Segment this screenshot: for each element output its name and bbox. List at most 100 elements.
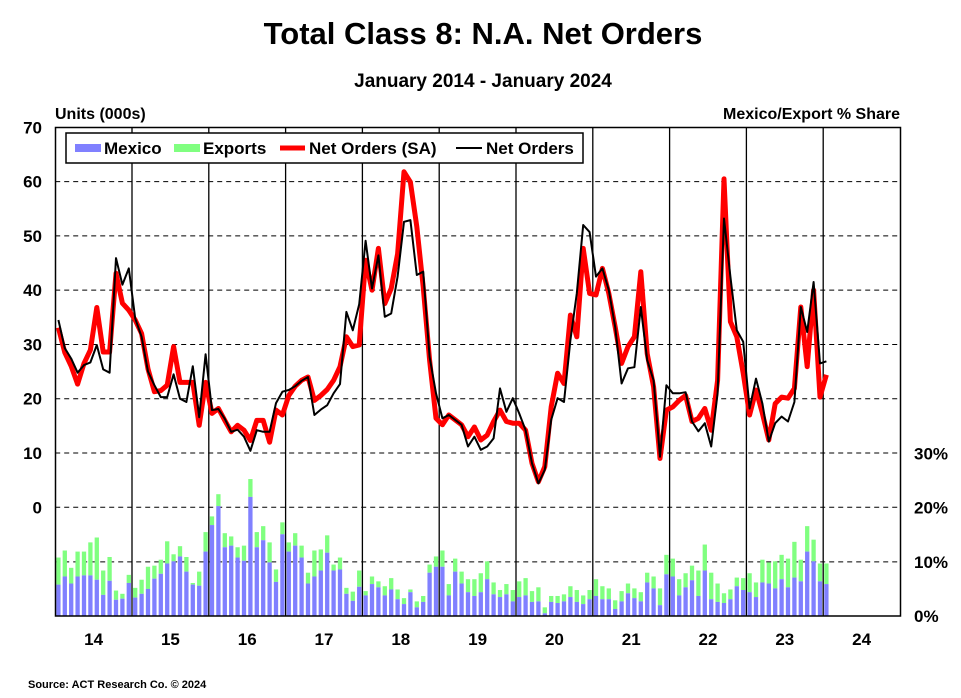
bar-mexico bbox=[414, 607, 419, 616]
bar-mexico bbox=[165, 563, 170, 616]
bar-exports bbox=[747, 573, 752, 593]
bar-exports bbox=[318, 549, 323, 571]
bar-mexico bbox=[421, 601, 426, 616]
bar-exports bbox=[811, 539, 816, 562]
bar-exports bbox=[613, 600, 618, 609]
bar-mexico bbox=[542, 613, 547, 616]
bar-mexico bbox=[472, 595, 477, 616]
right-tick-label: 20% bbox=[914, 499, 948, 518]
x-axis-ticks: 14 15 16 17 18 19 20 21 22 23 24 bbox=[84, 630, 871, 649]
year-tick-label: 24 bbox=[852, 630, 871, 649]
bar-exports bbox=[728, 589, 733, 600]
bar-mexico bbox=[69, 583, 74, 616]
bar-mexico bbox=[184, 571, 189, 616]
bar-mexico bbox=[376, 587, 381, 616]
bar-exports bbox=[760, 559, 765, 583]
bar-mexico bbox=[382, 595, 387, 616]
bar-mexico bbox=[561, 601, 567, 616]
bar-exports bbox=[792, 541, 797, 578]
bar-exports bbox=[510, 590, 515, 602]
left-tick-label: 20 bbox=[23, 390, 42, 409]
left-tick-label: 60 bbox=[23, 173, 42, 192]
line-net-orders-sa bbox=[55, 169, 829, 485]
bar-exports bbox=[171, 554, 176, 562]
bar-mexico bbox=[267, 562, 272, 616]
bar-mexico bbox=[229, 545, 234, 616]
bar-mexico bbox=[817, 581, 823, 616]
bar-mexico bbox=[203, 551, 208, 616]
bar-mexico bbox=[741, 590, 746, 616]
bar-exports bbox=[427, 564, 432, 573]
bar-exports bbox=[805, 526, 810, 552]
bar-exports bbox=[299, 545, 304, 558]
year-tick-label: 16 bbox=[238, 630, 257, 649]
year-tick-label: 17 bbox=[315, 630, 334, 649]
bar-exports bbox=[779, 554, 784, 580]
bar-mexico bbox=[453, 571, 458, 616]
bar-mexico bbox=[465, 592, 471, 616]
bar-exports bbox=[485, 561, 490, 580]
bar-exports bbox=[568, 586, 573, 598]
year-tick-label: 19 bbox=[468, 630, 487, 649]
bar-exports bbox=[472, 579, 477, 596]
bar-mexico bbox=[152, 578, 157, 616]
bar-exports bbox=[408, 589, 413, 593]
bar-exports bbox=[216, 494, 221, 507]
bar-exports bbox=[261, 526, 266, 541]
year-tick-label: 21 bbox=[622, 630, 641, 649]
bar-mexico bbox=[395, 599, 400, 616]
bar-mexico bbox=[331, 570, 336, 616]
bar-mexico bbox=[517, 597, 522, 616]
bar-exports bbox=[62, 550, 67, 577]
right-tick-label: 30% bbox=[914, 445, 948, 464]
bar-mexico bbox=[504, 594, 509, 616]
bar-exports bbox=[741, 578, 746, 591]
bar-exports bbox=[197, 571, 202, 586]
bar-exports bbox=[766, 562, 771, 584]
source-note: Source: ACT Research Co. © 2024 bbox=[28, 679, 207, 691]
bar-mexico bbox=[222, 547, 227, 616]
bar-mexico bbox=[62, 576, 67, 616]
bar-exports bbox=[664, 554, 669, 575]
bar-exports bbox=[312, 550, 317, 577]
bar-mexico bbox=[798, 581, 803, 616]
line-net-orders bbox=[57, 217, 827, 485]
bar-mexico bbox=[325, 552, 330, 616]
bar-mexico bbox=[709, 599, 714, 616]
legend-box bbox=[65, 132, 584, 164]
left-axis-label: Units (000s) bbox=[55, 106, 146, 123]
bar-mexico bbox=[427, 572, 432, 616]
bar-mexico bbox=[337, 569, 343, 616]
bar-exports bbox=[459, 571, 464, 584]
right-tick-label: 10% bbox=[914, 553, 948, 572]
bar-exports bbox=[337, 557, 343, 570]
bar-exports bbox=[235, 547, 240, 558]
bar-mexico bbox=[805, 551, 810, 616]
bar-mexico bbox=[491, 594, 496, 616]
gridlines bbox=[55, 181, 900, 563]
bar-exports bbox=[817, 563, 823, 582]
bar-mexico bbox=[235, 557, 240, 616]
bar-mexico bbox=[350, 600, 355, 616]
chart-subtitle: January 2014 - January 2024 bbox=[354, 71, 612, 92]
left-axis-ticks: 70 60 50 40 30 20 10 0 bbox=[23, 118, 42, 517]
bar-exports bbox=[158, 559, 163, 574]
bar-exports bbox=[241, 545, 247, 561]
bar-mexico bbox=[101, 594, 106, 616]
bar-exports bbox=[248, 479, 253, 497]
bar-exports bbox=[389, 578, 394, 590]
bar-exports bbox=[120, 593, 125, 599]
bar-exports bbox=[587, 590, 592, 600]
bar-exports bbox=[369, 576, 375, 585]
right-tick-label: 0% bbox=[914, 607, 939, 626]
bar-exports bbox=[376, 581, 381, 588]
bar-mexico bbox=[811, 561, 816, 616]
bar-mexico bbox=[120, 598, 125, 616]
bar-mexico bbox=[587, 599, 592, 616]
bar-exports bbox=[721, 593, 727, 604]
bar-exports bbox=[382, 586, 387, 596]
right-axis-ticks: 30% 20% 10% 0% bbox=[914, 445, 948, 626]
bar-mexico bbox=[606, 599, 611, 616]
bar-exports bbox=[286, 542, 291, 552]
